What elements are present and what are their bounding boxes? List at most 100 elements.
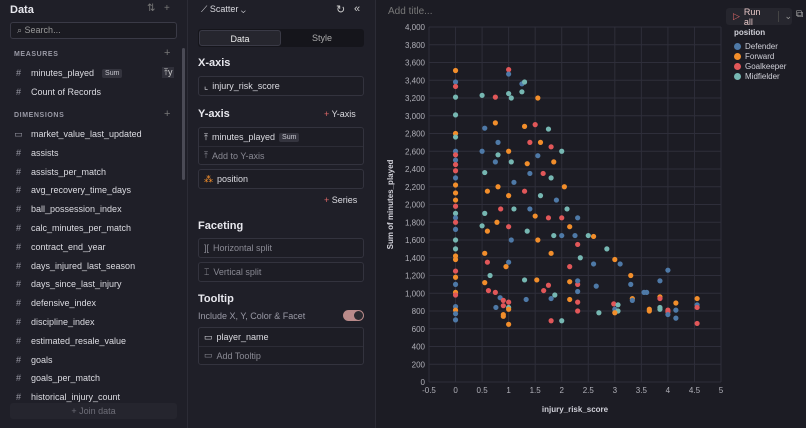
legend-label: Defender (745, 41, 778, 51)
add-tooltip-dropzone[interactable]: ▭ Add Tooltip (199, 346, 363, 364)
data-point (527, 139, 533, 145)
x-axis-field[interactable]: ⌞ injury_risk_score (198, 76, 364, 96)
dimension-item[interactable]: # estimated_resale_value (14, 333, 126, 349)
data-point (485, 287, 492, 294)
dimension-item[interactable]: # ball_possession_index (14, 201, 122, 217)
join-data-button[interactable]: + Join data (10, 403, 177, 419)
vertical-split-icon: ⌶ (204, 266, 210, 277)
data-point (553, 197, 560, 203)
data-point (506, 148, 512, 154)
horizontal-split-label: Horizontal split (213, 243, 273, 253)
tab-data[interactable]: Data (199, 30, 281, 46)
add-to-y-axis-dropzone[interactable]: ⤒ Add to Y-axis (199, 146, 363, 164)
reset-icon[interactable]: ↻ (336, 4, 346, 16)
scrollbar[interactable] (182, 48, 185, 180)
dimension-item[interactable]: # contract_end_year (14, 239, 106, 255)
data-panel-title: Data (10, 4, 34, 16)
add-dimension-button[interactable]: + (164, 108, 171, 120)
legend-swatch (734, 42, 741, 50)
include-toggle[interactable] (343, 310, 364, 321)
data-point (527, 170, 533, 177)
chart-title-input[interactable]: Add title... (388, 6, 433, 17)
tooltip-heading: Tooltip (198, 293, 234, 305)
measure-item[interactable]: # minutes_played Sum (14, 65, 123, 81)
data-point (561, 184, 567, 190)
dimension-item[interactable]: # days_injured_last_season (14, 258, 135, 274)
dimension-item[interactable]: # discipline_index (14, 314, 95, 330)
data-point (629, 297, 635, 303)
aggregation-badge[interactable]: Sum (279, 132, 300, 142)
y-tick-label: 3,800 (405, 41, 426, 50)
data-point (532, 213, 538, 219)
data-point (527, 206, 533, 212)
horizontal-split-dropzone[interactable]: ][Horizontal split (198, 238, 364, 258)
dimension-item[interactable]: # defensive_index (14, 295, 96, 311)
tooltip-field[interactable]: ▭ player_name (199, 328, 363, 346)
data-point (500, 303, 506, 309)
dimension-item[interactable]: # calc_minutes_per_match (14, 220, 131, 236)
dimension-item[interactable]: # avg_recovery_time_days (14, 182, 131, 198)
vertical-split-dropzone[interactable]: ⌶ Vertical split (198, 262, 364, 282)
data-point (611, 301, 617, 307)
data-point (590, 261, 597, 267)
data-point (665, 311, 671, 318)
tab-style[interactable]: Style (311, 33, 332, 43)
data-point (694, 320, 700, 327)
data-point (452, 226, 459, 232)
search-input[interactable]: ⌕ Search... (10, 22, 177, 39)
legend-item[interactable]: Forward (734, 51, 786, 61)
layout-icon[interactable]: ⧉ (796, 9, 804, 20)
add-tooltip-label: Add Tooltip (216, 350, 261, 361)
scatter-chart-icon: ⟋ (201, 4, 208, 14)
y-axis-assigned-icon[interactable]: ⤒y (162, 67, 175, 78)
x-tick-label: 5 (719, 386, 724, 395)
dimension-item[interactable]: ▭ market_value_last_updated (14, 126, 141, 142)
chevron-down-icon[interactable]: ⌄ (778, 11, 792, 22)
dimension-item[interactable]: # assists (14, 145, 59, 161)
measure-item[interactable]: # Count of Records (14, 84, 101, 100)
data-point (452, 168, 459, 174)
dimension-item[interactable]: # goals (14, 352, 53, 368)
data-point (548, 175, 554, 181)
data-point (615, 302, 621, 308)
aggregation-badge[interactable]: Sum (102, 68, 123, 78)
y-tick-label: 1,400 (405, 254, 426, 263)
legend-item[interactable]: Defender (734, 41, 786, 51)
add-measure-button[interactable]: + (164, 47, 171, 59)
data-point (665, 267, 671, 273)
y-tick-label: 3,000 (405, 112, 426, 121)
data-point (521, 79, 528, 85)
add-y-axis-button[interactable]: + Y-axis (324, 109, 356, 119)
chart-config-panel: ⟋ Scatter ⌄ ↻ « Data Style X-axis ⌞ injur… (188, 0, 376, 428)
data-point (495, 152, 501, 158)
series-field-label: position (217, 174, 249, 184)
sort-icon[interactable]: ⇅ (147, 3, 156, 14)
include-label: Include X, Y, Color & Facet (198, 311, 306, 321)
data-point (559, 148, 565, 154)
add-series-button[interactable]: + Series (324, 195, 358, 205)
run-all-button[interactable]: ▷ Run all ⌄ (726, 7, 792, 27)
dimension-item[interactable]: # historical_injury_count (14, 389, 120, 405)
play-icon: ▷ (733, 11, 740, 21)
data-point (479, 223, 485, 229)
data-point (495, 184, 501, 190)
chart-type-select[interactable]: ⟋ Scatter ⌄ (201, 4, 246, 15)
add-icon[interactable]: + (164, 3, 170, 14)
dimension-label: goals (31, 354, 53, 365)
config-tabs: Data Style (198, 29, 364, 47)
series-field[interactable]: ⁂ position (198, 169, 364, 189)
data-point (452, 317, 459, 323)
dimension-item[interactable]: # assists_per_match (14, 164, 106, 180)
data-point (452, 83, 459, 90)
measure-label: minutes_played (31, 68, 95, 78)
y-tick-label: 2,000 (405, 201, 426, 210)
dimension-item[interactable]: # days_since_last_injury (14, 276, 122, 292)
data-point (657, 278, 663, 284)
collapse-icon[interactable]: « (354, 3, 361, 15)
data-point (482, 210, 488, 216)
dimension-item[interactable]: # goals_per_match (14, 370, 100, 386)
y-field[interactable]: ⤒ minutes_played Sum (199, 128, 363, 146)
legend-swatch (734, 52, 741, 60)
legend-item[interactable]: Midfielder (734, 71, 786, 81)
legend-item[interactable]: Goalkeeper (734, 61, 786, 71)
